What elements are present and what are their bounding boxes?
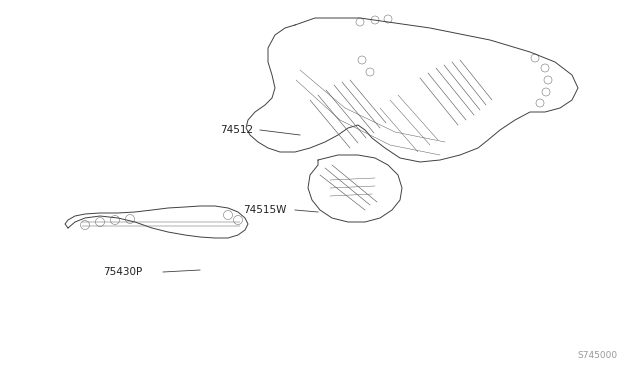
Text: 74515W: 74515W xyxy=(243,205,286,215)
Text: S745000: S745000 xyxy=(578,350,618,359)
Text: 74512: 74512 xyxy=(220,125,253,135)
Text: 75430P: 75430P xyxy=(103,267,142,277)
